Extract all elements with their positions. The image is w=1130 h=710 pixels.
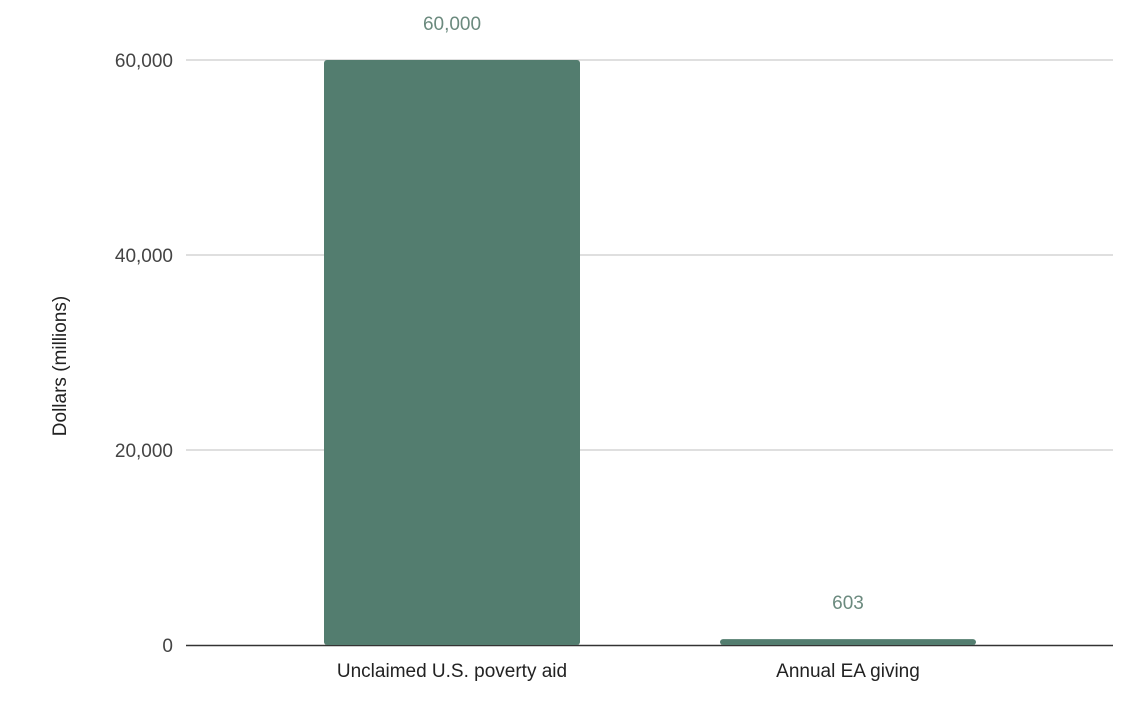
bar	[720, 639, 976, 645]
y-tick-label: 20,000	[115, 441, 173, 462]
data-label: 60,000	[423, 14, 481, 35]
y-tick-label: 60,000	[115, 51, 173, 72]
bars	[324, 60, 976, 645]
y-axis-title: Dollars (millions)	[50, 296, 71, 436]
x-category-label: Unclaimed U.S. poverty aid	[337, 661, 567, 682]
bar	[324, 60, 580, 645]
data-labels: 60,000 603	[423, 14, 864, 614]
y-axis-ticks: 0 20,000 40,000 60,000	[115, 51, 173, 657]
y-tick-label: 0	[162, 636, 173, 657]
data-label: 603	[832, 593, 864, 614]
x-category-label: Annual EA giving	[776, 661, 920, 682]
x-axis-categories: Unclaimed U.S. poverty aid Annual EA givi…	[337, 661, 920, 682]
y-tick-label: 40,000	[115, 246, 173, 267]
